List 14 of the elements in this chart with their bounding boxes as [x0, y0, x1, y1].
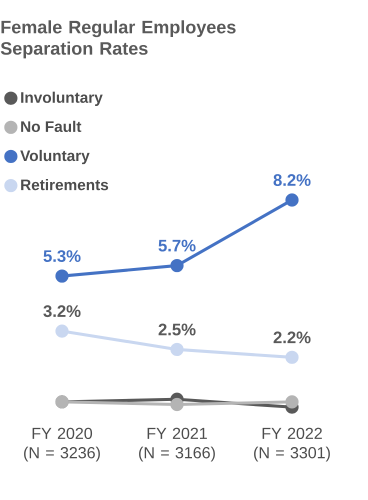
legend-label: Voluntary: [20, 150, 90, 164]
x-tick-label: FY 2021 (N = 3166): [139, 428, 215, 462]
x-tick-label: FY 2022 (N = 3301): [254, 428, 330, 462]
data-label: 5.7%: [158, 240, 196, 252]
x-tick-label: FY 2020 (N = 3236): [24, 428, 100, 462]
chart-title: Female Regular Employees Separation Rates: [0, 20, 236, 58]
data-label: 8.2%: [274, 174, 311, 186]
legend-label: No Fault: [21, 120, 82, 132]
legend-label: Retirements: [21, 179, 108, 190]
legend-label: Involuntary: [21, 92, 103, 106]
data-label: 3.2%: [43, 305, 81, 318]
data-label: 5.3%: [44, 250, 81, 262]
data-label: 2.2%: [274, 332, 311, 344]
data-label: 2.5%: [158, 324, 196, 336]
